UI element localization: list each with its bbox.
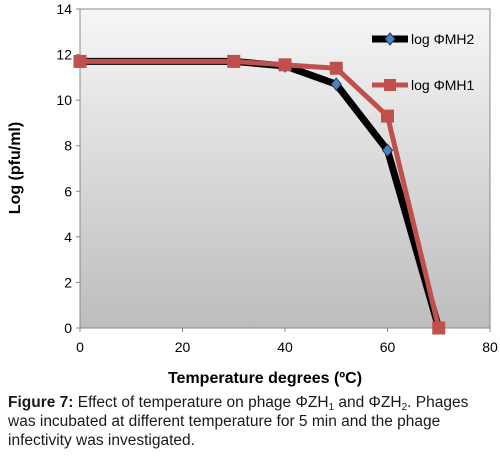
y-tick-label: 4: [64, 229, 72, 245]
y-tick-label: 8: [64, 138, 72, 154]
series-2-point: [73, 54, 87, 68]
y-tick-label: 2: [64, 274, 72, 290]
series-2-point: [329, 61, 343, 75]
series-1-point: [381, 143, 394, 158]
x-axis-label: Temperature degrees (ºC): [168, 370, 362, 387]
y-tick-label: 0: [64, 320, 72, 336]
series-1-point: [330, 77, 342, 91]
caption-label: Figure 7:: [8, 394, 74, 411]
figure-caption: Figure 7: Effect of temperature on phage…: [8, 393, 496, 450]
chart: 0 2 4 6 8 10 12 14 0 20 40 60 80 log ΦMH2 log ΦMH1 Lo…: [7, 1, 498, 387]
x-tick-label: 40: [277, 339, 293, 355]
series-2-point: [278, 58, 292, 72]
series-line-2: [80, 58, 442, 329]
caption-text-b: and ΦZH: [334, 394, 402, 411]
x-tick-label: 80: [482, 339, 498, 355]
legend-marker-2: [384, 79, 396, 91]
y-axis-label: Log (pfu/ml): [7, 122, 24, 214]
caption-subscript-1: 1: [328, 402, 335, 413]
series-2-point: [432, 321, 446, 335]
caption-subscript-2: 2: [401, 402, 408, 413]
legend-marker-1: [384, 32, 396, 46]
legend-label-2: log ΦMH1: [411, 77, 475, 93]
y-tick-label: 12: [56, 47, 72, 63]
x-tick-label: 0: [76, 339, 84, 355]
series-2-point: [381, 109, 394, 123]
y-tick-label: 14: [56, 1, 72, 17]
x-tick-label: 60: [380, 339, 396, 355]
series-2-point: [227, 54, 241, 68]
caption-text-c: . Phages was incubated at different temp…: [8, 394, 469, 449]
caption-text-a: Effect of temperature on phage ΦZH: [73, 394, 329, 411]
y-tick-label: 6: [64, 183, 72, 199]
legend-label-1: log ΦMH2: [411, 31, 475, 47]
y-tick-label: 10: [56, 92, 72, 108]
x-tick-label: 20: [175, 339, 191, 355]
